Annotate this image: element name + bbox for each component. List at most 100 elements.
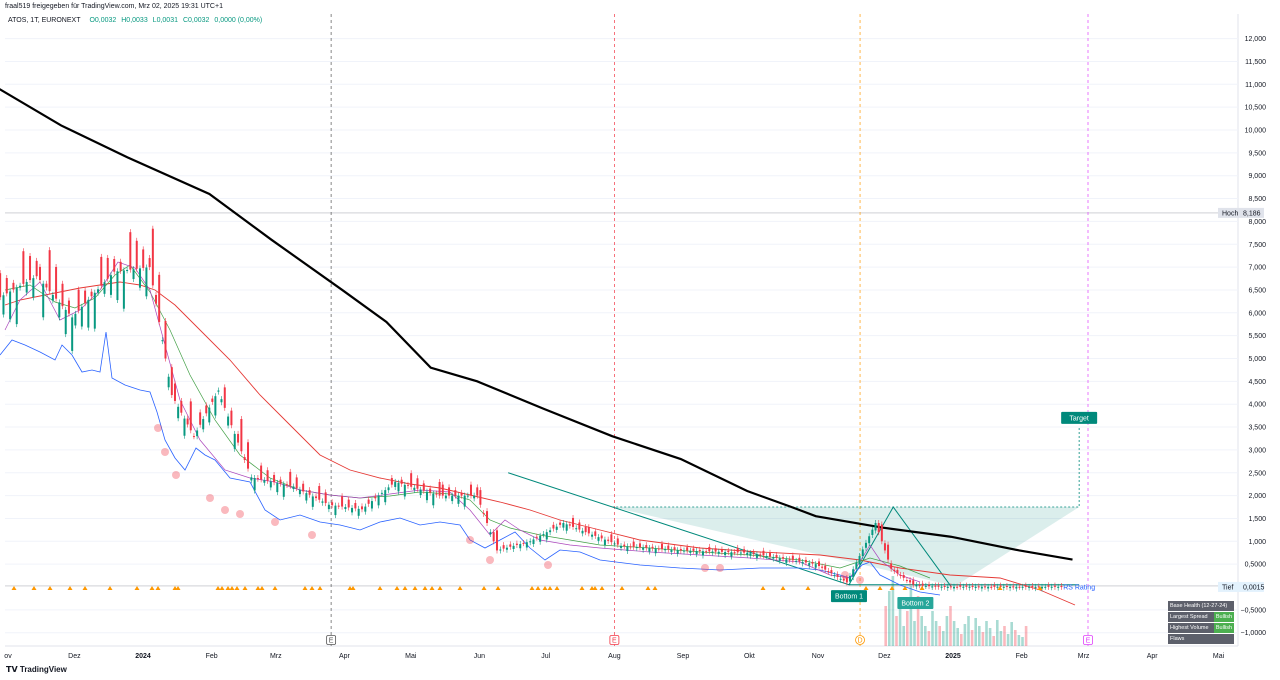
pivot-highlight [271,518,279,526]
signal-arrow [554,586,560,590]
bottom-2-label-bg [897,596,934,609]
candle-body [499,549,502,551]
volume-bar [902,626,905,646]
candle-body [539,535,542,542]
rs-rating-label-text: RS Rating [1063,585,1095,592]
y-tick-label: 5,500 [1248,333,1266,340]
candle-body [360,506,363,510]
pivot-highlight [716,564,724,572]
candle-body [116,271,119,301]
health-title-row: Base Health (12-27-24) [1168,601,1234,612]
candle-body [429,488,432,493]
candle-body [214,396,217,416]
volume-bar [1006,634,1010,646]
candle-body [58,302,61,318]
candle-body [22,251,25,284]
pivot-highlight [221,506,229,514]
candle-body [469,484,472,496]
tradingview-logo[interactable]: 𝗧𝗩 TradingView [6,665,67,674]
candle-body [814,564,817,568]
signal-arrow [481,586,487,590]
candle-body [247,442,250,469]
candle-body [0,273,2,298]
candle-body [743,549,746,553]
candle-body [413,487,416,490]
candle-body [390,478,393,485]
pivot-highlight [172,471,180,479]
event-badge [855,635,865,645]
y-tick-label: 4,500 [1248,379,1266,386]
candle-body [629,546,632,548]
candle-body [788,559,791,561]
candle-body [519,544,522,549]
signal-arrow [652,586,658,590]
candle-body [32,278,35,298]
candle-body [473,495,476,499]
candle-body [610,534,613,543]
signal-arrow [149,586,155,590]
candle-body [318,486,321,500]
candle-body [505,547,508,550]
candle-body [87,299,90,328]
candle-body [327,504,330,510]
candle-body [367,499,370,504]
candle-body [940,586,943,588]
candle-body [654,548,657,554]
candle-body [51,294,54,301]
y-tick-label: 2,500 [1248,470,1266,477]
candle-body [155,294,158,304]
signal-arrow [225,586,231,590]
signal-arrow [309,586,315,590]
signal-arrow [107,586,113,590]
candle-body [61,283,64,307]
candle-body [717,551,720,554]
symbol-name[interactable]: ATOS, 1T, EURONEXT [8,17,81,24]
signal-arrow [134,586,140,590]
candle-body [400,479,403,484]
candle-body [928,584,931,587]
signal-arrow [592,586,598,590]
ma-green-line [4,264,931,579]
candle-body [460,492,463,496]
candle-body [103,282,106,294]
candle-body [883,543,886,551]
candle-body [931,586,934,588]
volume-bar [970,630,974,646]
health-key: Flaws [1168,634,1214,644]
candle-body [874,523,877,531]
x-tick-label: Mrz [1078,653,1090,660]
y-tick-label: 9,000 [1248,173,1266,180]
candle-body [161,340,164,342]
candle-body [759,554,762,556]
candle-body [993,585,996,587]
candle-body [302,483,305,492]
target-zone [612,507,1080,587]
candle-body [562,523,565,528]
signal-arrow [31,586,37,590]
volume-bar [999,631,1003,646]
event-label: E [329,638,334,645]
health-key: Highest Volume [1168,623,1214,633]
volume-bar [934,621,938,646]
candle-body [93,292,96,329]
x-tick-label: 2025 [945,653,961,660]
candle-body [432,493,435,506]
signal-arrow [255,586,261,590]
signal-arrow [863,586,869,590]
candle-body [173,383,176,401]
candle-body [730,552,733,557]
volume-bar [967,616,970,646]
candle-body [782,557,785,559]
y-tick-label: 6,500 [1248,287,1266,294]
candle-body [321,501,324,503]
candle-body [559,522,562,525]
target-label-text: Target [1069,415,1089,422]
candle-body [276,482,279,493]
candle-body [454,490,457,496]
candle-body [893,569,896,572]
candle-body [15,287,18,325]
signal-arrow [547,586,553,590]
candle-body [959,585,962,587]
candle-body [795,560,798,562]
